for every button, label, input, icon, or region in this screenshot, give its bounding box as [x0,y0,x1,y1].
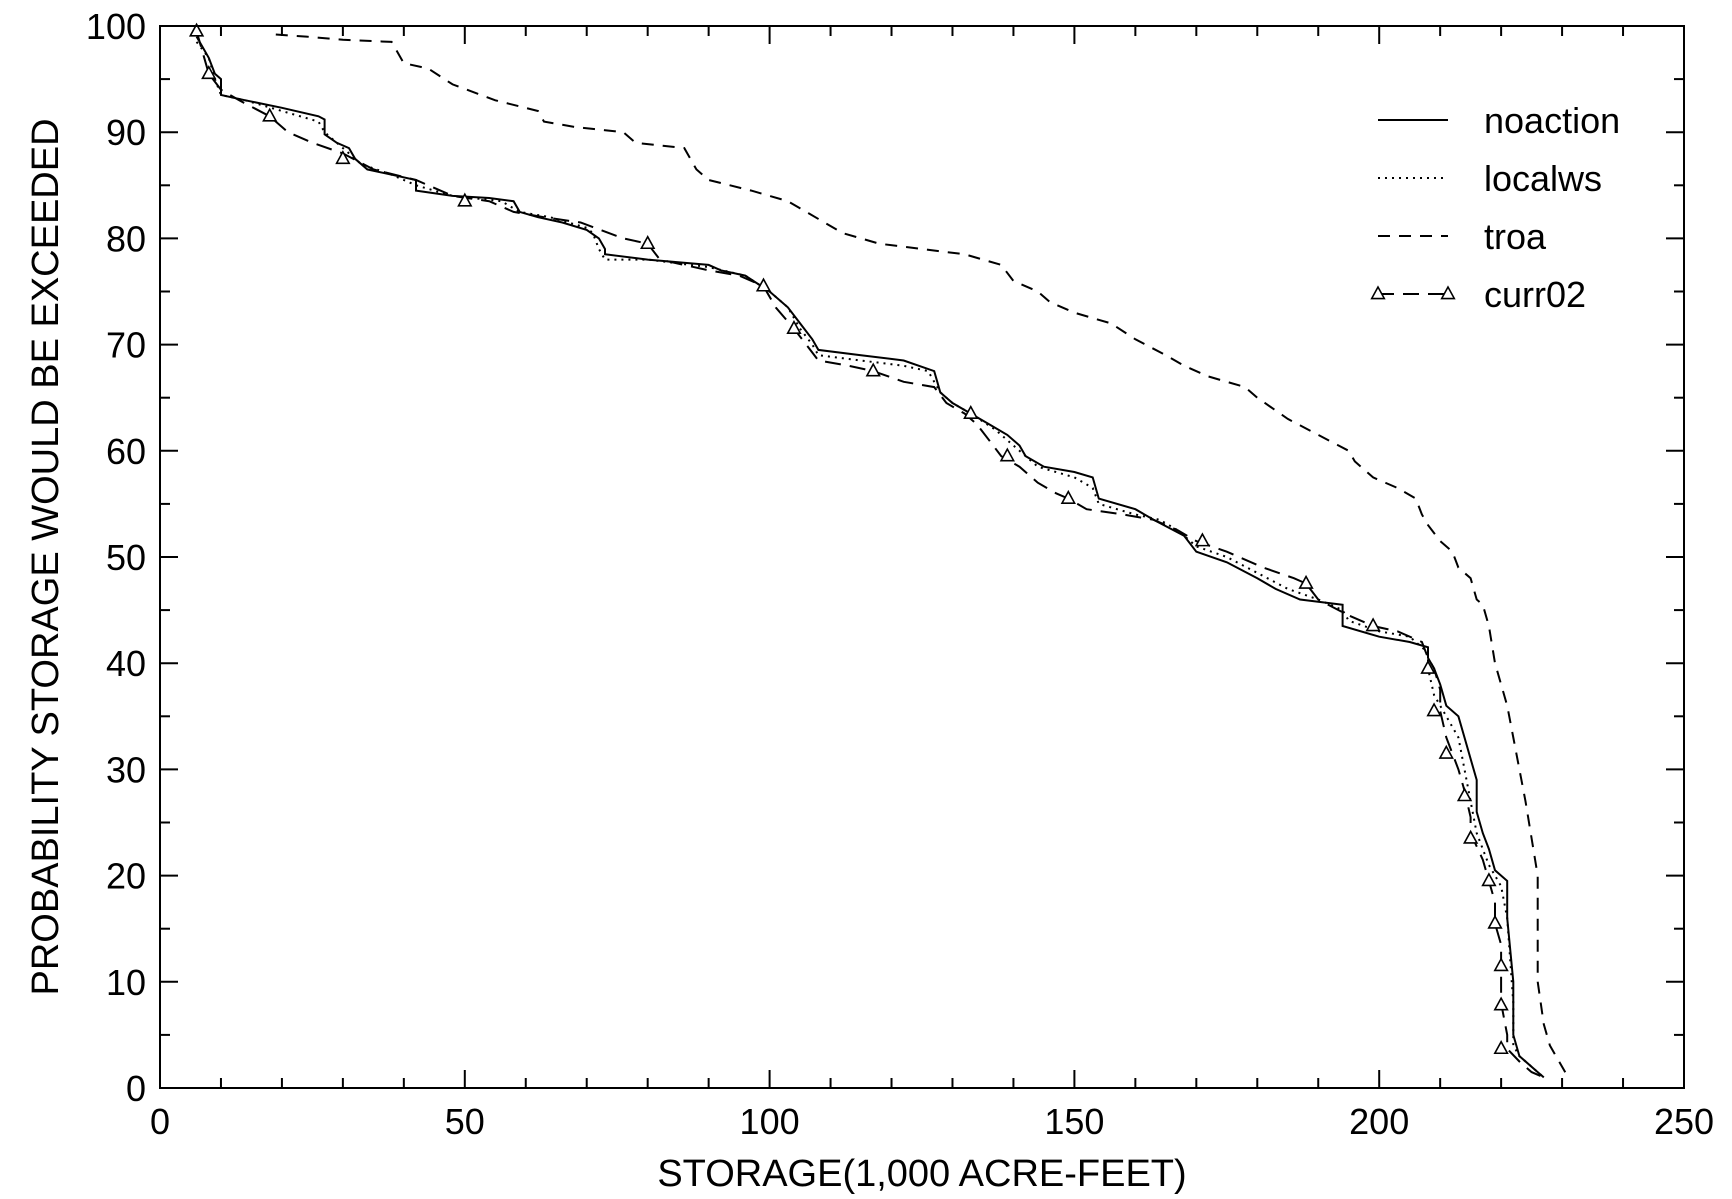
legend-background [1360,86,1660,326]
y-tick-label: 90 [106,112,146,153]
x-tick-label: 100 [740,1101,800,1142]
marker-curr02 [640,235,656,250]
y-tick-label: 10 [106,962,146,1003]
marker-curr02 [1493,996,1509,1011]
marker-curr02 [1493,957,1509,972]
marker-curr02 [1194,532,1211,547]
legend-label-troa: troa [1484,216,1547,257]
x-tick-label: 0 [150,1101,170,1142]
marker-curr02 [999,447,1015,462]
marker-curr02 [865,362,881,377]
x-tick-label: 250 [1654,1101,1714,1142]
legend-label-noaction: noaction [1484,100,1620,141]
series-line-curr02 [195,31,1545,1079]
x-tick-label: 150 [1044,1101,1104,1142]
y-tick-label: 60 [106,431,146,472]
plot-frame [159,25,1685,1089]
y-tick-label: 0 [126,1068,146,1109]
marker-curr02 [1481,872,1497,887]
y-tick-label: 20 [106,856,146,897]
series-line-troa [275,33,1570,1078]
legend-label-curr02: curr02 [1484,274,1586,315]
y-tick-label: 30 [106,749,146,790]
marker-curr02 [1487,914,1503,929]
y-tick-label: 70 [106,325,146,366]
marker-curr02 [457,192,473,207]
y-tick-label: 40 [106,643,146,684]
marker-curr02 [1426,702,1442,717]
x-tick-label: 200 [1349,1101,1409,1142]
marker-curr02 [335,150,351,165]
legend: noaction localws troa curr02 [1360,86,1660,326]
marker-curr02 [188,22,205,37]
marker-curr02 [963,404,979,419]
marker-curr02 [1060,489,1076,504]
x-tick-label: 50 [445,1101,485,1142]
marker-curr02 [1420,659,1436,674]
marker-curr02 [201,65,217,80]
marker-curr02 [755,277,772,292]
legend-marker-curr02 [1370,285,1386,300]
marker-curr02 [262,107,278,122]
marker-curr02 [786,319,802,335]
marker-curr02 [1438,744,1454,759]
marker-curr02 [1493,1040,1509,1055]
y-tick-label: 50 [106,537,146,578]
tick-labels: 0 50 100 150 200 250 0 10 20 30 40 50 60 70 80 90 100 [86,6,1714,1142]
y-axis-title: PROBABILITY STORAGE WOULD BE EXCEEDED [25,118,67,995]
series-lines [195,31,1570,1079]
series-line-noaction [195,36,1545,1079]
marker-curr02 [1298,574,1314,589]
series-markers [188,22,1509,1055]
axis-ticks [159,25,1685,1089]
legend-label-localws: localws [1484,158,1602,199]
y-tick-label: 100 [86,6,146,47]
marker-curr02 [1462,829,1479,844]
marker-curr02 [1365,617,1381,632]
y-tick-label: 80 [106,218,146,259]
legend-marker-curr02 [1440,285,1456,300]
series-line-localws [195,41,1545,1079]
x-axis-title: STORAGE(1,000 ACRE-FEET) [657,1153,1186,1195]
marker-curr02 [1456,787,1473,802]
